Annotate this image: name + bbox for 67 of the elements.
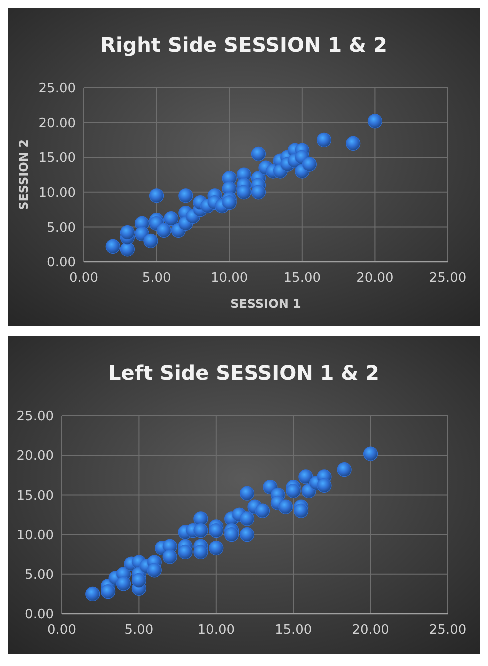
point xyxy=(251,185,266,200)
point xyxy=(194,524,208,538)
point xyxy=(224,528,240,542)
point xyxy=(116,576,132,592)
point xyxy=(255,504,270,518)
point xyxy=(317,478,332,493)
point xyxy=(346,136,361,151)
x-axis-title: SESSION 1 xyxy=(230,297,302,311)
y-tick-label: 15.00 xyxy=(16,488,54,504)
chart-title: Right Side SESSION 1 & 2 xyxy=(100,33,388,57)
y-tick-label: 0.00 xyxy=(25,608,54,623)
point xyxy=(302,157,317,172)
x-tick-label: 15.00 xyxy=(284,271,322,286)
point xyxy=(364,446,378,462)
point xyxy=(132,573,146,588)
point xyxy=(101,584,116,600)
point xyxy=(194,512,208,526)
point xyxy=(162,550,178,564)
x-tick-label: 20.00 xyxy=(356,271,394,286)
point xyxy=(209,540,224,556)
chart-title: Left Side SESSION 1 & 2 xyxy=(108,361,380,385)
point xyxy=(156,223,172,238)
y-tick-label: 25.00 xyxy=(16,410,54,425)
y-tick-label: 20.00 xyxy=(38,116,76,132)
point xyxy=(251,146,266,162)
point xyxy=(178,188,194,204)
point xyxy=(294,504,309,518)
point xyxy=(240,486,255,501)
point xyxy=(106,239,120,254)
point xyxy=(144,234,158,248)
point xyxy=(240,512,255,526)
point xyxy=(147,563,162,578)
y-tick-label: 0.00 xyxy=(47,256,76,271)
point xyxy=(278,500,294,514)
point xyxy=(240,528,255,542)
y-tick-label: 5.00 xyxy=(47,220,76,236)
x-tick-label: 20.00 xyxy=(352,623,390,638)
point xyxy=(194,544,208,560)
y-axis-title: SESSION 2 xyxy=(17,140,32,210)
x-tick-label: 25.00 xyxy=(429,271,467,286)
y-tick-label: 10.00 xyxy=(16,528,54,544)
x-tick-label: 25.00 xyxy=(429,623,467,638)
point xyxy=(209,524,224,538)
point xyxy=(316,132,332,148)
y-tick-label: 5.00 xyxy=(25,568,54,583)
point xyxy=(236,185,252,200)
y-tick-label: 20.00 xyxy=(16,449,54,464)
y-tick-label: 10.00 xyxy=(38,186,76,201)
x-tick-label: 5.00 xyxy=(124,623,154,638)
point xyxy=(164,212,179,226)
x-tick-label: 5.00 xyxy=(142,271,172,286)
point xyxy=(337,462,352,478)
point xyxy=(368,114,382,129)
x-tick-label: 15.00 xyxy=(274,623,312,638)
point xyxy=(86,586,100,602)
point xyxy=(222,196,237,210)
point xyxy=(286,484,301,499)
point xyxy=(120,225,135,240)
point xyxy=(150,188,164,204)
x-tick-label: 0.00 xyxy=(70,271,98,286)
point xyxy=(120,242,135,257)
y-tick-label: 25.00 xyxy=(38,82,76,97)
y-tick-label: 15.00 xyxy=(38,151,76,166)
point xyxy=(298,470,314,484)
x-tick-label: 10.00 xyxy=(210,271,248,286)
x-tick-label: 10.00 xyxy=(198,623,236,638)
point xyxy=(178,544,193,560)
